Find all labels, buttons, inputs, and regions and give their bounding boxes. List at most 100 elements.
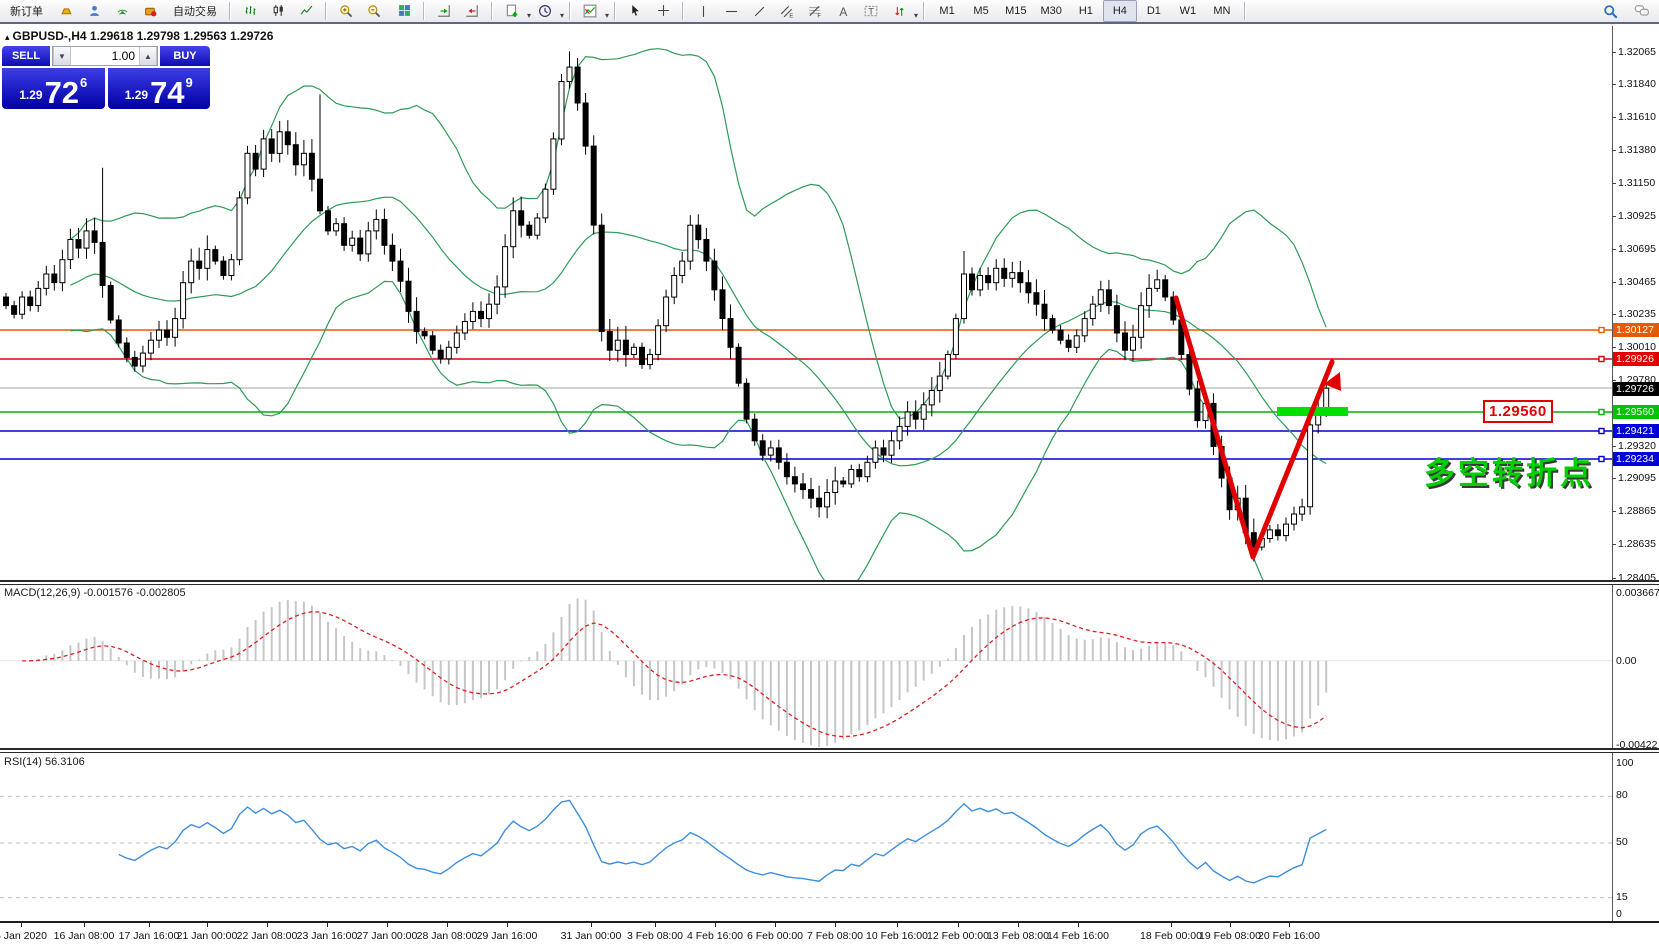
price-tick-mark — [1612, 578, 1616, 579]
clock-icon-dropdown[interactable]: ▾ — [560, 10, 565, 20]
toolbar-separator — [325, 2, 327, 20]
price-tick-label: 1.29320 — [1618, 440, 1656, 452]
sell-price-button[interactable]: 1.29 72 6 — [2, 68, 105, 109]
toolbar-window-icons — [390, 0, 418, 22]
time-axis[interactable]: 5 Jan 2020 16 Jan 08:00 17 Jan 16:00 21 Jan… — [0, 921, 1659, 950]
zoom-in-icon[interactable] — [332, 0, 360, 22]
bar-chart-icon[interactable] — [236, 0, 264, 22]
time-tick-mark — [591, 923, 592, 927]
price-tick-label: 1.32065 — [1618, 46, 1656, 58]
text-icon[interactable]: A — [829, 0, 857, 22]
timeframe-w1[interactable]: W1 — [1179, 5, 1197, 17]
toolbar: 新订单 自动交易 ▾ ▾ ▾ E F A T ▾ M1 M5 M15 M30 H1 H4 D1 W1 MN — [0, 0, 1659, 24]
fibonacci-icon[interactable]: F — [801, 0, 829, 22]
timeframe-group: M1 M5 M15 M30 H1 H4 D1 W1 MN — [930, 0, 1239, 22]
timeframe-m1[interactable]: M1 — [939, 5, 955, 17]
price-tick-label: 1.31150 — [1618, 177, 1656, 189]
time-tick-mark — [655, 923, 656, 927]
time-axis-label: 16 Jan 08:00 — [53, 930, 115, 942]
time-axis-label: 10 Feb 16:00 — [866, 930, 928, 942]
arrows-icon[interactable] — [885, 0, 913, 22]
rsi-pane[interactable] — [0, 753, 1612, 921]
buy-button[interactable]: BUY — [160, 46, 210, 66]
time-axis-label: 23 Jan 16:00 — [296, 930, 358, 942]
sell-button[interactable]: SELL — [2, 46, 50, 66]
arrows-icon-dropdown[interactable]: ▾ — [914, 10, 919, 20]
price-line-badge: 1.30127 — [1613, 323, 1659, 337]
volume-input[interactable] — [71, 47, 139, 65]
indicators-icon[interactable] — [576, 0, 604, 22]
main-chart[interactable] — [0, 26, 1612, 580]
time-tick-mark — [897, 923, 898, 927]
signal-icon[interactable] — [108, 0, 136, 22]
price-tick-label: 1.30465 — [1618, 276, 1656, 288]
buy-price-sup: 9 — [185, 75, 193, 90]
timeframe-h1[interactable]: H1 — [1078, 5, 1093, 17]
price-tick-mark — [1612, 282, 1616, 283]
chart-shift-icon[interactable] — [458, 0, 486, 22]
crosshair-icon[interactable] — [649, 0, 677, 22]
new-order-button[interactable]: 新订单 — [10, 6, 43, 18]
account-icon[interactable] — [80, 0, 108, 22]
toolbar-right-icons — [1596, 0, 1656, 22]
cursor-icon[interactable] — [621, 0, 649, 22]
gold-icon[interactable] — [52, 0, 80, 22]
rsi-scale-label: 100 — [1616, 757, 1634, 769]
candlestick-chart-icon[interactable] — [264, 0, 292, 22]
trendline-icon[interactable] — [745, 0, 773, 22]
toolbar-drawing-icons: E F A T ▾ — [689, 0, 918, 23]
market-icon[interactable] — [136, 0, 164, 22]
new-chart-icon-dropdown[interactable]: ▾ — [527, 10, 532, 20]
time-axis-label: 20 Feb 16:00 — [1258, 930, 1320, 942]
price-tick-mark — [1612, 183, 1616, 184]
timeframe-m5[interactable]: M5 — [973, 5, 989, 17]
rsi-scale-label: 50 — [1616, 836, 1628, 848]
price-tick-label: 1.30010 — [1618, 341, 1656, 353]
auto-trading-button[interactable]: 自动交易 — [173, 6, 217, 18]
time-tick-mark — [327, 923, 328, 927]
macd-pane[interactable] — [0, 585, 1612, 748]
clock-icon[interactable] — [531, 0, 559, 22]
buy-price-big: 74 — [150, 74, 185, 110]
volume-decrease-button[interactable]: ▼ — [53, 47, 71, 65]
chat-icon[interactable] — [1628, 0, 1656, 22]
svg-text:T: T — [868, 6, 874, 16]
rsi-scale-label: 80 — [1616, 789, 1628, 801]
toolbar-separator — [1243, 2, 1246, 20]
sell-price-sup: 6 — [80, 75, 88, 90]
price-tick-label: 1.30925 — [1618, 210, 1656, 222]
chart-collapse-icon[interactable]: ▴ — [5, 32, 10, 42]
pane-splitter[interactable] — [0, 748, 1659, 753]
time-tick-mark — [715, 923, 716, 927]
hline-icon[interactable] — [717, 0, 745, 22]
timeframe-m15[interactable]: M15 — [1005, 5, 1027, 17]
time-tick-mark — [1171, 923, 1172, 927]
label-icon[interactable]: T — [857, 0, 885, 22]
time-tick-mark — [149, 923, 150, 927]
indicators-icon-dropdown[interactable]: ▾ — [605, 10, 610, 20]
price-level-label[interactable]: 1.29560 — [1483, 400, 1553, 423]
price-tick-label: 1.29095 — [1618, 472, 1656, 484]
timeframe-d1[interactable]: D1 — [1146, 5, 1161, 17]
pane-splitter[interactable] — [0, 580, 1659, 585]
turning-point-note[interactable]: 多空转折点 — [1424, 456, 1594, 491]
chart-symbol-period: GBPUSD-,H4 — [12, 29, 87, 43]
volume-increase-button[interactable]: ▲ — [139, 47, 157, 65]
sell-price-prefix: 1.29 — [19, 88, 43, 102]
tile-windows-icon[interactable] — [390, 0, 418, 22]
buy-price-button[interactable]: 1.29 74 9 — [107, 68, 210, 110]
zoom-out-icon[interactable] — [360, 0, 388, 22]
timeframe-h4[interactable]: H4 — [1102, 0, 1137, 22]
new-chart-icon[interactable] — [498, 0, 526, 22]
time-tick-mark — [207, 923, 208, 927]
vline-icon[interactable] — [689, 0, 717, 22]
search-icon[interactable] — [1596, 0, 1624, 22]
timeframe-mn[interactable]: MN — [1213, 5, 1231, 17]
line-chart-icon[interactable] — [292, 0, 320, 22]
timeframe-m30[interactable]: M30 — [1040, 5, 1062, 17]
auto-scroll-icon[interactable] — [430, 0, 458, 22]
time-tick-mark — [267, 923, 268, 927]
channel-icon[interactable]: E — [773, 0, 801, 22]
time-axis-label: 29 Jan 16:00 — [476, 930, 538, 942]
time-tick-mark — [84, 923, 85, 927]
